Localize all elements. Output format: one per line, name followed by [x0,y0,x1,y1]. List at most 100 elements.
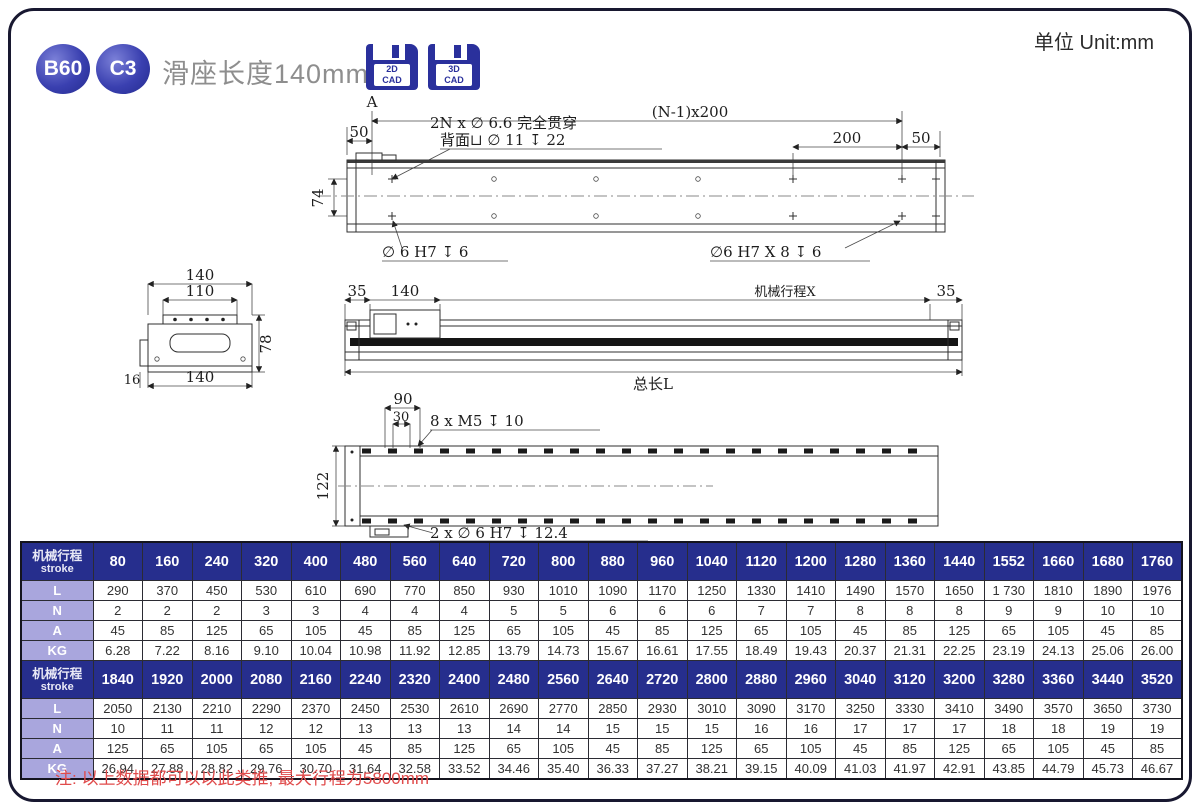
model-badge-b60: B60 [36,44,90,94]
table-cell: 65 [983,620,1034,641]
stroke-value-header: 320 [241,541,292,581]
table-cell: 6 [587,600,638,621]
stroke-value-header: 1552 [983,541,1034,581]
end-view-dimension-lines [139,280,265,390]
stroke-table-body: 机械行程 stroke 80 160 240 320 400 480 560 640 720 800 8… [20,541,1183,780]
table-cell: 10.04 [290,640,341,661]
stroke-value-header: 400 [290,541,341,581]
stroke-value-header: 1120 [736,541,787,581]
dim-label-a: A [366,93,378,111]
table-cell: 65 [736,620,787,641]
table-cell: 35.40 [538,758,589,780]
table-cell: 5 [488,600,539,621]
table-cell: 2290 [241,698,292,719]
table-cell: 45 [835,738,886,759]
table-cell: 125 [686,620,737,641]
table-cell: 23.19 [983,640,1034,661]
stroke-value-header: 2560 [538,660,589,699]
table-cell: 1650 [934,580,985,601]
table-cell: 40.09 [785,758,836,780]
cad-3d-icon[interactable]: 3D CAD [428,44,480,90]
stroke-value-header: 2160 [290,660,341,699]
table-cell: 1170 [637,580,688,601]
stroke-value-header: 880 [587,541,638,581]
stroke-value-header: 3520 [1132,660,1183,699]
stroke-value-header: 2960 [785,660,836,699]
table-cell: 31.64 [340,758,391,780]
table-cell: 12 [241,718,292,739]
top-view-dimension-lines [328,111,941,262]
stroke-value-header: 960 [637,541,688,581]
table-cell: 2850 [587,698,638,719]
data-row-kg: KG 26.94 27.88 28.82 29.76 30.70 31.64 32.58 33.… [20,758,1183,780]
stroke-value-header: 1280 [835,541,886,581]
table-cell: 13 [389,718,440,739]
table-cell: 42.91 [934,758,985,780]
stroke-value-header: 3440 [1082,660,1133,699]
table-cell: 105 [785,738,836,759]
row-label: KG [20,758,94,780]
table-cell: 5 [538,600,589,621]
floppy-shutter [435,44,467,60]
stroke-value-header: 1040 [686,541,737,581]
top-view-rail-body [318,152,974,233]
data-row-l: L 290 370 450 530 610 690 770 850 930 1010 1090 1170… [20,580,1183,601]
table-cell: 44.79 [1033,758,1084,780]
table-cell: 17.55 [686,640,737,661]
table-cell: 85 [637,738,688,759]
table-cell: 105 [785,620,836,641]
data-row-n: N 10 11 11 12 12 13 13 13 14 14 15 15 15 16 16 17 17 17 18 1… [20,718,1183,739]
table-cell: 10 [92,718,143,739]
dim-label-span: (N-1)x200 [652,103,729,121]
stroke-value-header: 2640 [587,660,638,699]
table-cell: 11 [142,718,193,739]
data-row-a: A 45 85 125 65 105 45 85 125 65 105 45 85 125 65 105 45 8… [20,620,1183,641]
stroke-value-header: 3120 [884,660,935,699]
table-cell: 3570 [1033,698,1084,719]
table-cell: 18.49 [736,640,787,661]
table-cell: 105 [290,620,341,641]
table-cell: 4 [340,600,391,621]
table-cell: 3730 [1132,698,1183,719]
table-cell: 19 [1132,718,1183,739]
dim-label-16: 16 [124,373,141,388]
dim-label-35-left: 35 [347,282,366,300]
table-cell: 4 [389,600,440,621]
table-cell: 8 [884,600,935,621]
row-label: A [20,738,94,759]
bottom-view-drawing: 90 30 8 x M5 ↧ 10 122 2 x ∅ 6 H7 ↧ 12.4 [314,390,939,542]
footnote: 注: 以上数据都可以以此类推, 最大行程为5800mm [55,769,430,788]
table-cell: 2130 [142,698,193,719]
table-cell: 125 [92,738,143,759]
table-cell: 65 [241,620,292,641]
floppy-slot [454,45,461,58]
stroke-value-header: 1360 [884,541,935,581]
stroke-value-header: 560 [389,541,440,581]
stroke-value-header: 1440 [934,541,985,581]
pin-note-right: ∅6 H7 X 8 ↧ 6 [710,243,821,261]
table-cell: 38.21 [686,758,737,780]
stroke-value-header: 2800 [686,660,737,699]
page-border [8,8,1192,802]
table-cell: 45 [587,738,638,759]
table-cell: 2610 [439,698,490,719]
cad-2d-icon[interactable]: 2D CAD [366,44,418,90]
table-cell: 770 [389,580,440,601]
table-cell: 290 [92,580,143,601]
row-label: L [20,580,94,601]
top-view-holes [388,175,940,220]
dim-label-110: 110 [186,282,215,300]
table-cell: 85 [1132,620,1183,641]
data-row-a: A 125 65 105 65 105 45 85 125 65 105 45 85 125 65 105 45… [20,738,1183,759]
table-cell: 3 [241,600,292,621]
table-cell: 11.92 [389,640,440,661]
row-label: KG [20,640,94,661]
side-view-drawing: 35 140 机械行程X 35 总长L [344,282,963,393]
dim-label-140: 140 [391,282,420,300]
table-cell: 370 [142,580,193,601]
stroke-value-header: 1200 [785,541,836,581]
table-cell: 105 [1033,738,1084,759]
table-cell: 32.58 [389,758,440,780]
table-cell: 14 [538,718,589,739]
